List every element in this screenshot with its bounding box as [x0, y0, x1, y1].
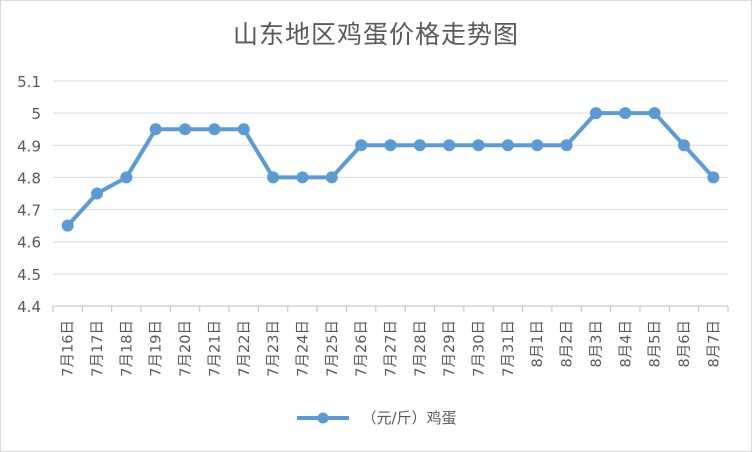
data-point — [120, 171, 133, 184]
x-tick-label: 7月28日 — [413, 320, 429, 377]
x-tick-label: 7月18日 — [119, 320, 135, 377]
x-tick-label: 8月2日 — [560, 320, 576, 367]
x-tick-label: 7月29日 — [442, 320, 458, 377]
legend-label: （元/斤）鸡蛋 — [361, 409, 457, 427]
y-tick-label: 4.4 — [17, 298, 41, 316]
data-point — [325, 171, 338, 184]
x-tick-label: 7月31日 — [501, 320, 517, 377]
data-point — [413, 139, 426, 152]
series-line — [65, 111, 716, 228]
y-tick-label: 4.5 — [17, 266, 41, 284]
data-point — [472, 139, 485, 152]
legend-line-marker-icon — [297, 412, 350, 423]
x-tick-label: 8月5日 — [648, 320, 664, 367]
x-tick-label: 7月22日 — [237, 320, 253, 377]
data-point — [179, 123, 192, 136]
data-point — [677, 139, 690, 152]
data-point — [149, 123, 162, 136]
x-tick-label: 8月1日 — [530, 320, 546, 367]
x-tick-label: 8月3日 — [589, 320, 605, 367]
x-tick-label: 8月6日 — [677, 320, 693, 367]
data-point — [648, 107, 661, 120]
data-point — [589, 107, 602, 120]
chart-legend: （元/斤）鸡蛋 — [1, 407, 751, 428]
data-point — [237, 123, 250, 136]
y-tick-label: 5 — [31, 105, 41, 123]
data-point — [560, 139, 573, 152]
x-tick-label: 7月20日 — [178, 320, 194, 377]
data-point — [384, 139, 397, 152]
data-point — [531, 139, 544, 152]
data-point — [91, 187, 104, 200]
x-tick-label: 7月16日 — [61, 320, 77, 377]
x-tick-label: 7月25日 — [325, 320, 341, 377]
x-tick-label: 7月23日 — [266, 320, 282, 377]
x-tick-label: 8月4日 — [618, 320, 634, 367]
data-point — [208, 123, 221, 136]
y-tick-label: 4.6 — [17, 234, 41, 252]
y-tick-label: 4.7 — [17, 202, 41, 220]
data-point — [707, 171, 720, 184]
x-tick-label: 7月30日 — [472, 320, 488, 377]
data-point — [443, 139, 456, 152]
y-tick-label: 4.8 — [17, 169, 41, 187]
data-point — [61, 219, 74, 232]
x-tick-label: 7月27日 — [384, 320, 400, 377]
y-tick-label: 5.1 — [17, 73, 41, 91]
x-tick-label: 7月21日 — [207, 320, 223, 377]
data-point — [619, 107, 632, 120]
y-tick-label: 4.9 — [17, 137, 41, 155]
data-point — [355, 139, 368, 152]
data-point — [267, 171, 280, 184]
data-point — [296, 171, 309, 184]
x-tick-label: 7月26日 — [354, 320, 370, 377]
chart-title: 山东地区鸡蛋价格走势图 — [232, 20, 519, 49]
data-point — [501, 139, 514, 152]
x-tick-label: 7月24日 — [295, 320, 311, 377]
x-tick-label: 8月7日 — [706, 320, 722, 367]
x-tick-label: 7月17日 — [90, 320, 106, 377]
x-tick-label: 7月19日 — [149, 320, 165, 377]
